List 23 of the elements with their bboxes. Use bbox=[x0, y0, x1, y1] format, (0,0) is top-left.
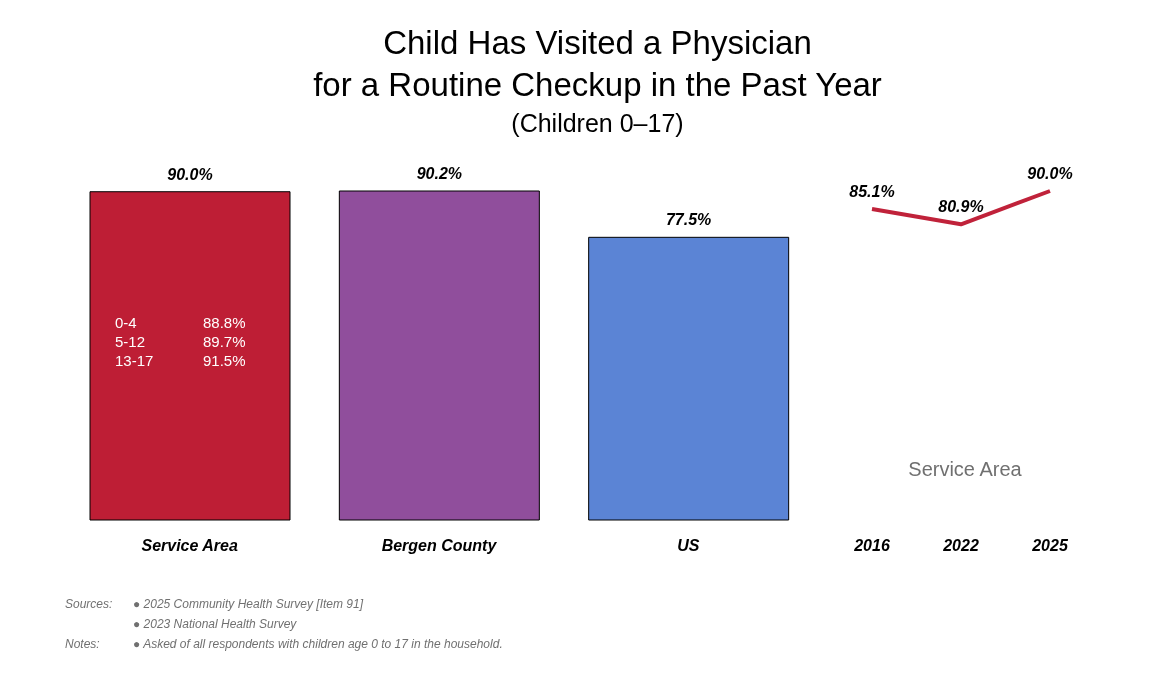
x-tick-label: Service Area bbox=[141, 537, 238, 555]
text: 0-4 88.8% bbox=[115, 314, 246, 331]
x-tick-label: US bbox=[677, 537, 700, 555]
data-label: 80.9% bbox=[938, 198, 984, 216]
text: 13-17 91.5% bbox=[115, 352, 246, 369]
x-tick-label: Bergen County bbox=[381, 537, 498, 555]
data-label: 77.5% bbox=[665, 211, 712, 229]
chart-subtitle: (Children 0–17) bbox=[510, 108, 685, 139]
source-note: Sources: bbox=[65, 596, 114, 613]
text: ● Asked of all respondents with children age 0 to 17 in the household. bbox=[133, 636, 503, 653]
text: 5-12 89.7% bbox=[115, 333, 246, 350]
x-tick-label: 2016 bbox=[853, 537, 890, 555]
text: Notes: bbox=[65, 636, 101, 653]
data-label: 90.2% bbox=[416, 165, 463, 182]
x-tick-label: 2025 bbox=[1031, 537, 1069, 555]
x-tick-label: 2022 bbox=[942, 537, 979, 555]
chart-title: Child Has Visited a Physician for a Routine Checkup in the Past Year bbox=[312, 23, 883, 105]
data-label: 85.1% bbox=[849, 182, 895, 200]
text: ● 2025 Community Health Survey [Item 91] bbox=[133, 596, 364, 613]
data-label: 90.0% bbox=[1027, 165, 1073, 182]
text: ● 2023 National Health Survey bbox=[133, 616, 297, 633]
data-label: 90.0% bbox=[167, 165, 213, 183]
text: Service Area bbox=[907, 458, 1023, 481]
